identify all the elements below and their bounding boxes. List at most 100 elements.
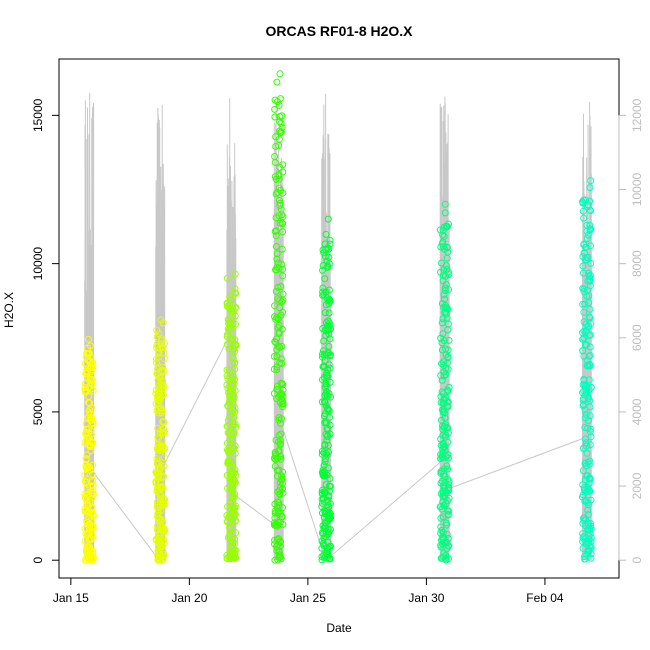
- data-point: [321, 419, 329, 427]
- data-point: [277, 419, 285, 427]
- data-point: [276, 392, 284, 399]
- data-point: [583, 253, 591, 261]
- data-point: [230, 490, 238, 498]
- data-point: [273, 366, 281, 374]
- data-point: [274, 259, 282, 267]
- data-point: [319, 499, 326, 507]
- data-point: [272, 232, 280, 240]
- data-point: [439, 330, 447, 338]
- data-point: [231, 285, 239, 293]
- data-point: [157, 379, 165, 387]
- y-tick-label: 10000: [31, 247, 45, 281]
- data-point: [160, 529, 168, 536]
- x-tick-label: Jan 25: [290, 591, 326, 605]
- data-point: [440, 539, 448, 546]
- data-point: [157, 506, 165, 514]
- data-point: [230, 392, 237, 400]
- data-point: [153, 445, 161, 453]
- data-point: [441, 295, 449, 303]
- data-point: [88, 376, 96, 384]
- data-point: [444, 365, 452, 373]
- data-point: [157, 336, 165, 344]
- data-point: [227, 510, 235, 518]
- data-point: [274, 342, 282, 350]
- data-point: [226, 485, 234, 492]
- data-point: [439, 432, 447, 440]
- data-point: [327, 393, 334, 401]
- data-point: [437, 479, 445, 487]
- flight-points: [579, 177, 595, 563]
- data-point: [323, 424, 331, 432]
- data-point: [582, 341, 589, 349]
- data-point: [83, 483, 91, 491]
- data-point: [157, 393, 165, 401]
- data-point: [321, 458, 329, 466]
- data-point: [89, 487, 97, 494]
- data-point: [279, 403, 287, 411]
- y-axis-secondary: 0 2000 4000 6000 8000 10000 12000: [618, 98, 644, 564]
- data-point: [325, 297, 333, 305]
- data-point: [272, 143, 280, 150]
- data-point: [272, 339, 280, 346]
- plot-area: [81, 70, 595, 564]
- data-point: [161, 428, 169, 436]
- data-point: [159, 417, 167, 425]
- data-point: [586, 184, 594, 192]
- data-point: [155, 555, 163, 563]
- data-point: [437, 523, 445, 531]
- data-point: [321, 398, 329, 406]
- data-point: [275, 447, 283, 454]
- data-point: [320, 337, 328, 345]
- data-point: [586, 331, 594, 339]
- data-point: [324, 262, 332, 270]
- data-point: [586, 305, 594, 313]
- data-point: [276, 343, 284, 351]
- data-point: [443, 310, 450, 318]
- data-point: [279, 213, 287, 221]
- x-tick-label: Jan 15: [53, 591, 89, 605]
- data-point: [82, 494, 90, 502]
- data-point: [84, 464, 92, 472]
- data-point: [442, 500, 450, 508]
- data-point: [324, 392, 331, 400]
- data-point: [439, 238, 447, 246]
- data-point: [579, 402, 587, 410]
- data-point: [586, 360, 594, 368]
- data-point: [229, 354, 237, 362]
- data-point: [156, 542, 164, 550]
- data-point: [587, 177, 595, 185]
- data-point: [225, 303, 233, 311]
- data-point: [89, 419, 96, 427]
- data-point: [272, 315, 280, 323]
- data-point: [225, 317, 233, 325]
- data-point: [83, 451, 91, 459]
- data-point: [156, 394, 164, 402]
- data-point: [324, 215, 332, 223]
- data-point: [440, 372, 448, 380]
- data-point: [158, 367, 166, 375]
- data-point: [152, 355, 160, 363]
- data-point: [319, 376, 326, 384]
- data-point: [585, 273, 593, 281]
- data-point: [319, 262, 327, 269]
- data-point: [224, 340, 231, 348]
- data-point: [584, 506, 592, 514]
- data-point: [326, 364, 334, 372]
- data-point: [319, 284, 327, 292]
- data-point: [85, 463, 93, 471]
- data-point: [580, 445, 587, 452]
- data-point: [437, 455, 445, 463]
- data-point: [277, 187, 285, 194]
- data-point: [322, 449, 330, 457]
- data-point: [322, 402, 330, 410]
- flight-points: [152, 316, 169, 564]
- data-point: [322, 351, 330, 359]
- data-point: [442, 519, 450, 527]
- data-point: [278, 472, 286, 480]
- data-point: [582, 391, 589, 399]
- data-point: [580, 533, 587, 541]
- data-point: [224, 316, 232, 324]
- data-point: [325, 319, 333, 327]
- data-point: [83, 546, 91, 554]
- data-point: [586, 226, 594, 234]
